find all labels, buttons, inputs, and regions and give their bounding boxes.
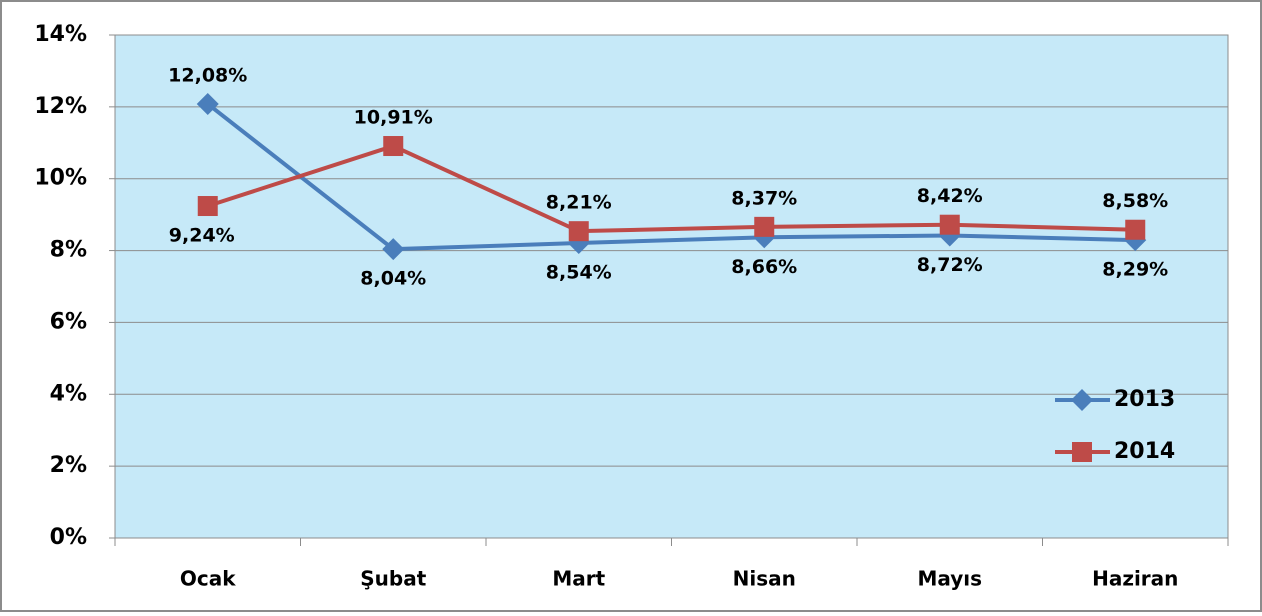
legend-marker (1072, 442, 1092, 462)
y-tick-label: 0% (50, 525, 87, 550)
point (197, 196, 218, 217)
data-label: 8,72% (917, 254, 983, 276)
y-tick-label: 8% (50, 238, 87, 263)
point (382, 238, 405, 261)
legend-label: 2013 (1114, 387, 1175, 412)
data-label: 8,54% (546, 262, 612, 284)
data-label: 8,37% (731, 187, 797, 209)
x-tick-label: Haziran (1092, 567, 1178, 591)
y-tick-label: 6% (50, 309, 87, 334)
series-line (206, 102, 1136, 252)
data-label: 8,29% (1102, 259, 1168, 281)
x-tick-label: Mayıs (917, 567, 982, 591)
legend-label: 2014 (1114, 439, 1175, 464)
data-label: 8,58% (1102, 190, 1168, 212)
point (196, 92, 219, 115)
y-tick-label: 4% (50, 381, 87, 406)
data-label: 8,04% (360, 268, 426, 290)
data-label: 9,24% (169, 225, 235, 247)
x-tick-label: Mart (552, 567, 605, 591)
y-tick-label: 2% (50, 453, 87, 478)
point (754, 216, 775, 237)
y-tick-label: 10% (34, 166, 87, 191)
point (383, 136, 404, 157)
x-tick-label: Ocak (180, 567, 236, 591)
data-label: 12,08% (168, 64, 247, 86)
data-label: 8,66% (731, 256, 797, 278)
plot-area (114, 34, 1229, 539)
x-tick-label: Nisan (733, 567, 796, 591)
point (568, 221, 589, 242)
data-label: 8,42% (917, 185, 983, 207)
series-line (207, 143, 1136, 234)
data-label: 8,21% (546, 192, 612, 214)
y-tick-label: 14% (34, 22, 87, 47)
y-tick-label: 12% (34, 94, 87, 119)
point (1125, 219, 1146, 240)
data-label: 10,91% (354, 107, 433, 129)
legend-marker (1071, 389, 1093, 411)
point (939, 214, 960, 235)
x-tick-label: Şubat (360, 567, 426, 591)
